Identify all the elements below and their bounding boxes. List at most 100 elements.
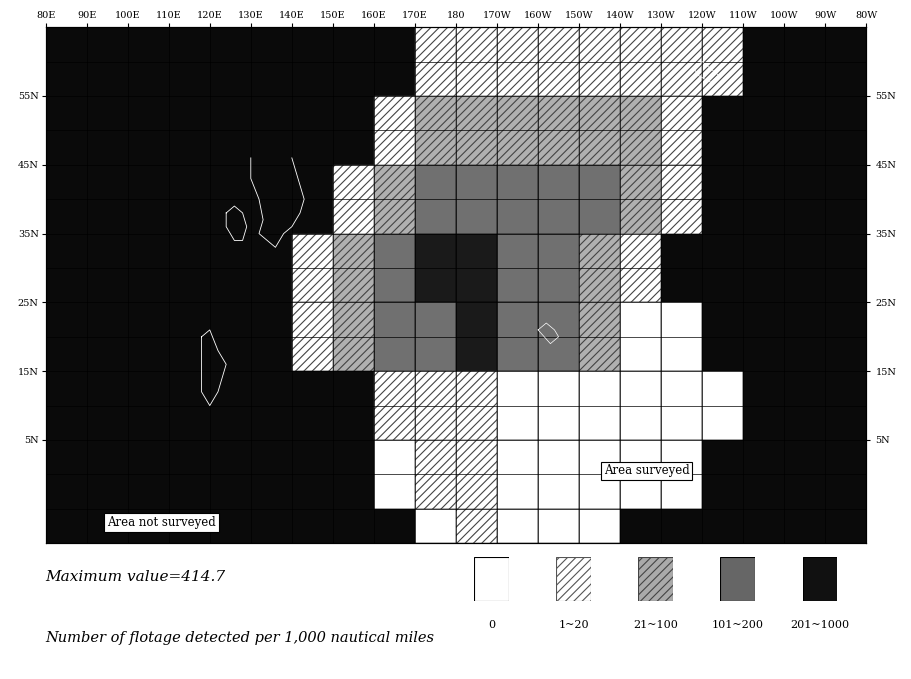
Bar [537, 234, 578, 302]
Bar [783, 371, 824, 440]
Bar [128, 371, 169, 440]
Bar [87, 371, 128, 440]
Bar [374, 165, 415, 234]
Bar [169, 165, 210, 234]
Bar [415, 234, 456, 302]
Bar [169, 302, 210, 371]
Bar [742, 440, 783, 509]
Bar [251, 27, 292, 96]
Bar [701, 234, 742, 302]
Bar [824, 371, 865, 440]
Bar [46, 27, 87, 96]
Bar [496, 440, 537, 509]
Bar [783, 27, 824, 96]
Bar [128, 27, 169, 96]
Bar [660, 27, 701, 96]
Bar [496, 165, 537, 234]
Bar [824, 27, 865, 96]
Bar [783, 509, 824, 543]
Bar [456, 165, 496, 234]
Bar [537, 302, 578, 371]
Bar [210, 371, 251, 440]
Bar [578, 234, 619, 302]
Bar [537, 440, 578, 509]
Bar [578, 440, 619, 509]
Text: Area not surveyed: Area not surveyed [107, 516, 216, 529]
Bar [496, 234, 537, 302]
Bar [660, 371, 701, 440]
Text: 21~100: 21~100 [632, 620, 678, 630]
Bar [415, 27, 456, 96]
Bar [742, 165, 783, 234]
Bar [660, 509, 701, 543]
Bar [619, 27, 660, 96]
Bar [87, 440, 128, 509]
Bar [619, 509, 660, 543]
Bar [496, 27, 537, 96]
Bar [374, 440, 415, 509]
Bar [374, 96, 415, 165]
Bar [251, 509, 292, 543]
Bar [824, 234, 865, 302]
Bar [456, 234, 496, 302]
Bar [578, 371, 619, 440]
Bar [701, 302, 742, 371]
Bar [210, 234, 251, 302]
Bar [415, 509, 456, 543]
Bar [619, 165, 660, 234]
Bar [374, 371, 415, 440]
Bar [87, 165, 128, 234]
Bar [578, 302, 619, 371]
Bar [415, 371, 456, 440]
Bar [46, 302, 87, 371]
Bar [456, 27, 496, 96]
Bar [374, 234, 415, 302]
Bar [496, 96, 537, 165]
Bar [578, 96, 619, 165]
Bar [456, 509, 496, 543]
Bar [578, 509, 619, 543]
Text: 201~1000: 201~1000 [790, 620, 848, 630]
Text: Maximum value=414.7: Maximum value=414.7 [46, 570, 226, 583]
Bar [251, 302, 292, 371]
Bar [374, 302, 415, 371]
Text: 101~200: 101~200 [711, 620, 763, 630]
Bar [578, 165, 619, 234]
Bar [742, 509, 783, 543]
Bar [701, 371, 742, 440]
Text: Number of flotage detected per 1,000 nautical miles: Number of flotage detected per 1,000 nau… [46, 631, 435, 644]
Bar [742, 371, 783, 440]
Bar [660, 165, 701, 234]
Bar [87, 27, 128, 96]
Bar [46, 509, 87, 543]
Bar [251, 165, 292, 234]
Bar [824, 440, 865, 509]
Bar [46, 234, 87, 302]
Bar [87, 96, 128, 165]
Bar [169, 509, 210, 543]
Bar [46, 165, 87, 234]
Bar [537, 165, 578, 234]
Bar [619, 234, 660, 302]
Bar [333, 302, 374, 371]
Bar [128, 509, 169, 543]
Bar [824, 96, 865, 165]
Bar [46, 371, 87, 440]
Bar [783, 96, 824, 165]
Bar [619, 96, 660, 165]
Bar [783, 234, 824, 302]
Bar [251, 371, 292, 440]
Bar [292, 302, 333, 371]
Bar [496, 509, 537, 543]
Bar [333, 440, 374, 509]
Bar [333, 509, 374, 543]
Bar [374, 27, 415, 96]
Bar [210, 440, 251, 509]
Bar [619, 371, 660, 440]
Text: 0: 0 [487, 620, 495, 630]
Bar [46, 440, 87, 509]
Bar [292, 165, 333, 234]
Bar [169, 234, 210, 302]
Bar [456, 371, 496, 440]
Bar [333, 27, 374, 96]
